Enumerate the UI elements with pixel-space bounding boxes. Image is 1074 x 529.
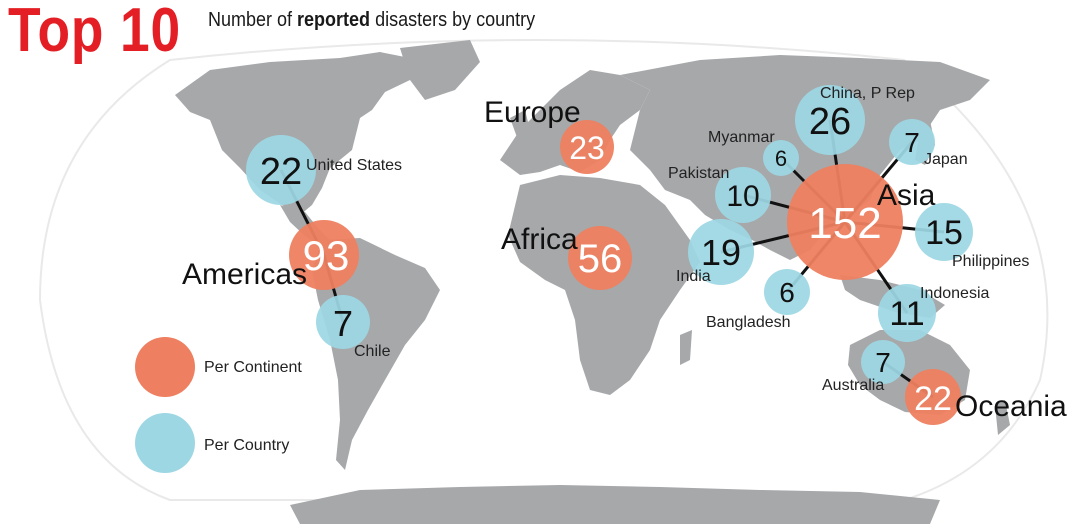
subtitle-bold: reported [297,9,371,31]
legend-continent-label: Per Continent [204,359,302,376]
label-philippines: Philippines [952,253,1029,270]
label-myanmar: Myanmar [708,129,775,146]
bubble-value: 10 [726,180,759,213]
label-asia: Asia [877,179,936,212]
continent-bubble-europe[interactable]: 23 [560,120,614,174]
bubble-value: 23 [569,130,605,166]
bubble-value: 6 [779,277,795,308]
greenland-shape [400,40,480,100]
bubble-circle [560,120,614,174]
label-indonesia: Indonesia [920,285,989,302]
label-united-states: United States [306,157,402,174]
bubble-value: 6 [775,146,787,171]
country-bubble-philippines[interactable]: 15 [915,203,973,261]
label-japan: Japan [924,151,968,168]
bubble-value: 7 [875,347,891,378]
bubble-value: 7 [333,303,353,344]
subtitle-prefix: Number of [208,9,293,31]
country-labels: United States Chile China, P Rep Myanmar… [306,85,1029,394]
bubble-value: 152 [808,199,881,248]
legend: Per Continent Per Country [135,337,302,473]
bubble-value: 15 [925,214,963,252]
new-zealand-shape [995,400,1010,435]
bubble-circle [568,226,632,290]
label-oceania: Oceania [955,390,1067,423]
legend-country-label: Per Country [204,437,289,454]
bubble-circle [715,167,771,223]
bubble-value: 93 [303,232,350,279]
country-bubble-myanmar[interactable]: 6 [763,140,799,176]
page-subtitle: Number of reported disasters by country [208,9,535,32]
bubble-value: 56 [578,237,623,281]
label-china: China, P Rep [820,85,915,102]
country-bubble-china[interactable]: 26 [795,85,865,155]
country-bubble-indonesia[interactable]: 11 [878,284,936,342]
bubble-circle [795,85,865,155]
country-bubble-bangladesh[interactable]: 6 [764,269,810,315]
bubble-circle [289,220,359,290]
bubble-value: 22 [260,151,302,193]
legend-country-swatch [135,413,195,473]
continent-bubble-asia[interactable]: 152 [787,164,903,280]
country-bubble-india[interactable]: 19 [688,219,754,285]
legend-item-continent: Per Continent [135,337,302,397]
label-australia: Australia [822,377,884,394]
label-africa: Africa [501,223,578,256]
country-bubble-pakistan[interactable]: 10 [715,167,771,223]
label-india: India [676,268,711,285]
bubble-circle [787,164,903,280]
page-title: Top 10 [8,0,182,65]
bubble-circle [763,140,799,176]
europe-shape [500,70,650,175]
continent-bubble-americas[interactable]: 93 [289,220,359,290]
bubble-circle [915,203,973,261]
bubble-circle [316,295,370,349]
label-chile: Chile [354,343,391,360]
continent-bubble-africa[interactable]: 56 [568,226,632,290]
label-bangladesh: Bangladesh [706,314,791,331]
bubble-value: 22 [914,380,952,418]
bubble-value: 19 [701,232,741,273]
country-bubble-chile[interactable]: 7 [316,295,370,349]
legend-item-country: Per Country [135,413,289,473]
antarctica-shape [290,485,940,524]
bubble-circle [878,284,936,342]
bubble-circle [861,340,905,384]
bubble-circle [905,369,961,425]
bubble-circle [688,219,754,285]
madagascar-shape [680,330,692,365]
bubble-circle [889,119,935,165]
label-americas: Americas [182,258,307,291]
country-bubble-japan[interactable]: 7 [889,119,935,165]
bubble-value: 11 [889,295,924,333]
bubble-value: 26 [809,101,851,143]
country-bubble-united-states[interactable]: 22 [246,135,316,205]
continent-bubbles: 93 23 56 152 22 [289,120,961,425]
north-america-shape [175,52,420,215]
label-pakistan: Pakistan [668,165,729,182]
asia-shape [620,55,990,260]
label-europe: Europe [484,96,581,129]
legend-continent-swatch [135,337,195,397]
subtitle-suffix: disasters by country [375,9,536,31]
bubble-circle [764,269,810,315]
bubble-value: 7 [904,127,920,158]
bubble-circle [246,135,316,205]
uk-shape [510,110,530,140]
continent-labels: Americas Europe Africa Asia Oceania [182,96,1067,423]
country-bubble-australia[interactable]: 7 [861,340,905,384]
country-bubbles: 22 7 26 6 7 10 [246,85,973,384]
continent-bubble-oceania[interactable]: 22 [905,369,961,425]
